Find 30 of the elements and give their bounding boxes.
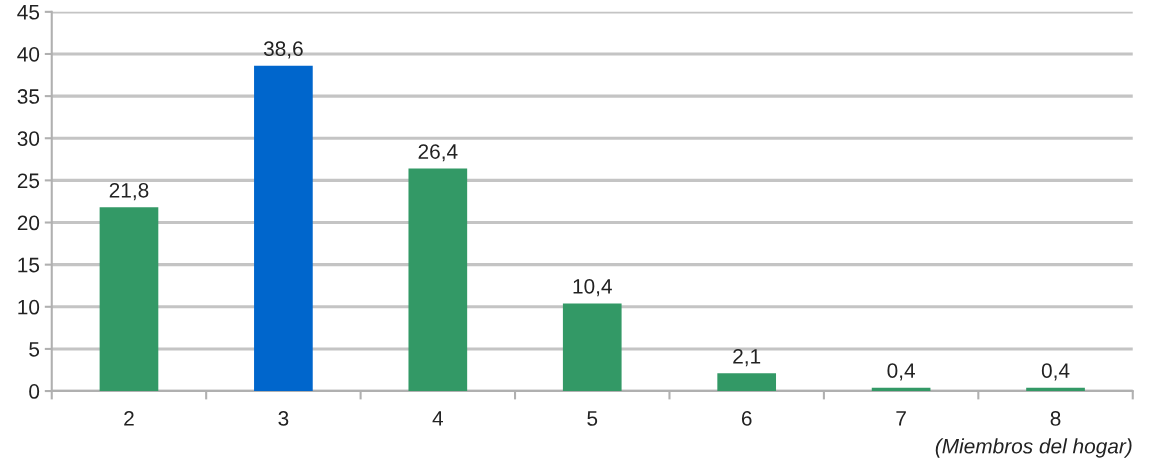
y-tick-label: 5 xyxy=(29,342,40,357)
x-tick-label: 6 xyxy=(741,411,752,426)
y-tick-label: 30 xyxy=(17,131,40,146)
y-tick-label: 15 xyxy=(18,257,40,273)
data-label: 0,4 xyxy=(887,363,915,381)
bar xyxy=(562,303,622,392)
x-axis-title: (Miembros del hogar) xyxy=(935,438,1132,458)
y-tick-label: 10 xyxy=(18,299,40,315)
data-label: 10,4 xyxy=(573,278,612,297)
data-label: 38,6 xyxy=(263,41,303,59)
bar xyxy=(99,207,159,392)
bar xyxy=(408,168,468,392)
data-label: 21,8 xyxy=(109,182,149,201)
data-label: 26,4 xyxy=(418,144,458,162)
x-tick-label: 2 xyxy=(124,411,134,426)
bar xyxy=(254,65,313,392)
x-tick-label: 5 xyxy=(587,411,598,426)
x-tick-label: 4 xyxy=(432,411,444,426)
y-tick-label: 35 xyxy=(17,89,40,104)
x-tick-label: 3 xyxy=(278,411,289,426)
x-tick-label: 8 xyxy=(1050,411,1061,426)
data-label: 2,1 xyxy=(733,348,761,367)
y-tick-label: 0 xyxy=(29,384,40,399)
y-tick-label: 20 xyxy=(17,215,40,231)
bar xyxy=(717,373,777,392)
y-tick-label: 45 xyxy=(17,5,40,20)
y-tick-label: 40 xyxy=(17,46,40,62)
x-tick-label: 7 xyxy=(896,411,906,426)
y-tick-label: 25 xyxy=(17,173,40,189)
data-label: 0,4 xyxy=(1041,363,1070,381)
